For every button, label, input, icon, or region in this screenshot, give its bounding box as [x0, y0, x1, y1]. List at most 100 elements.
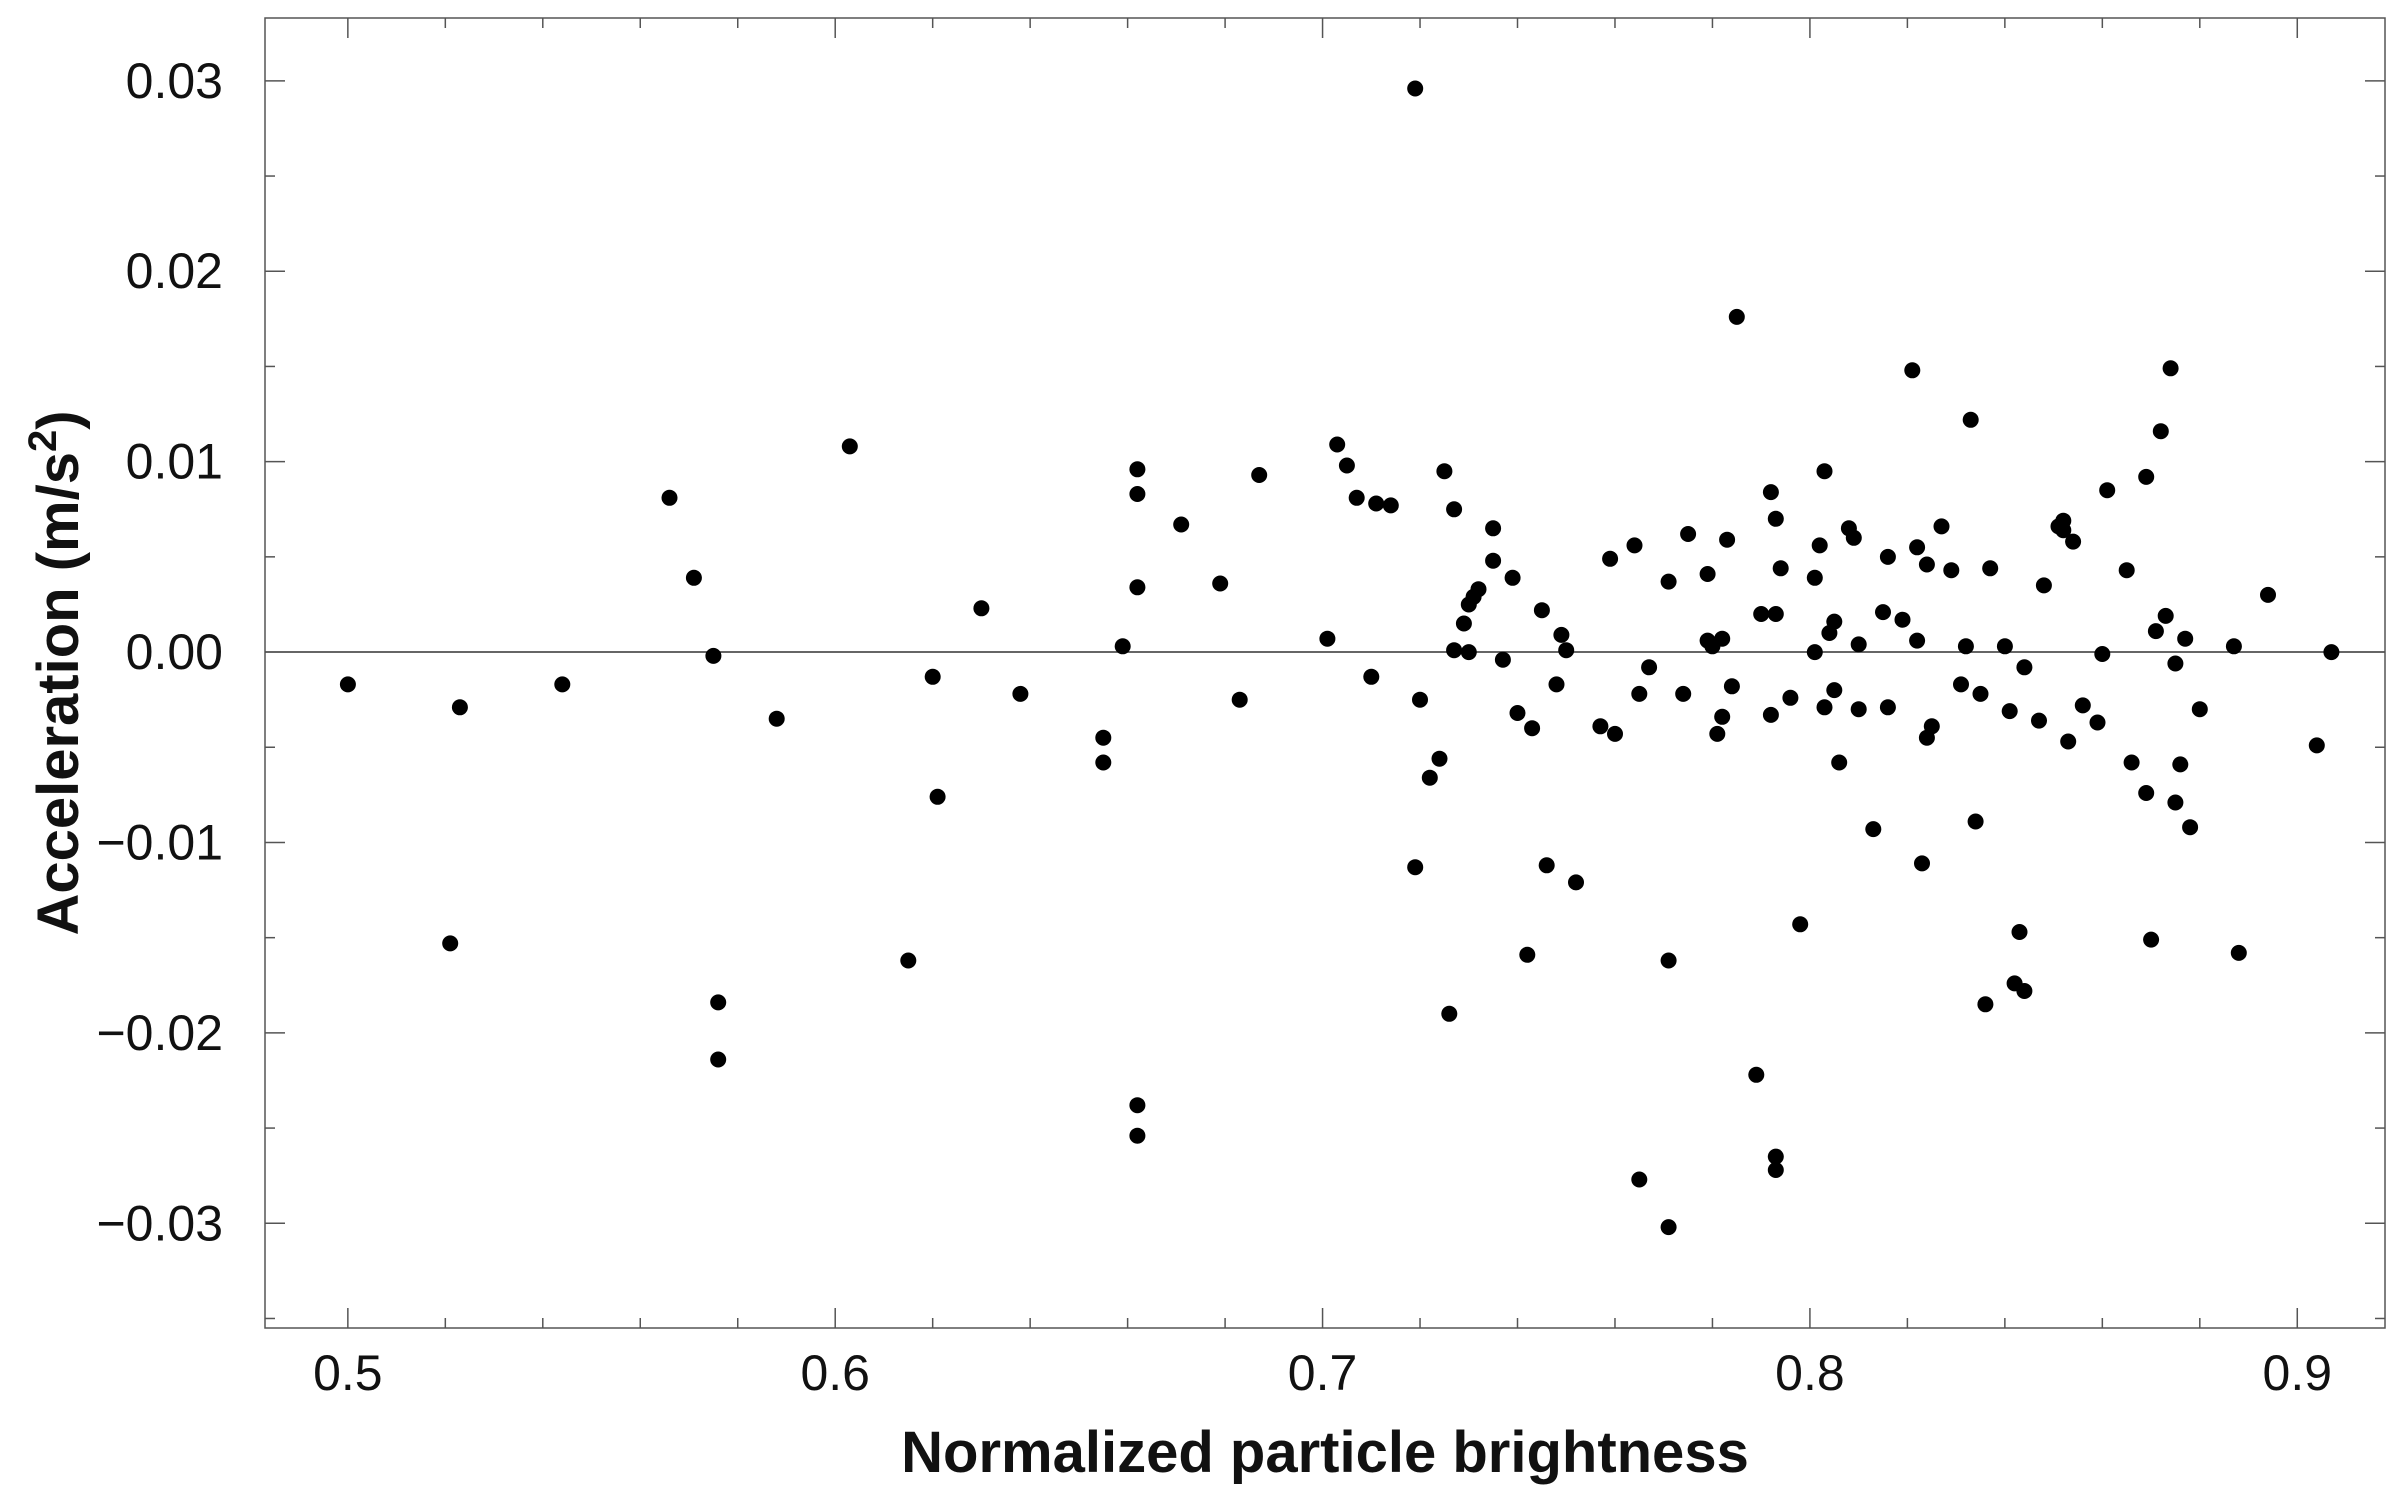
data-point: [1831, 754, 1848, 771]
data-point: [1923, 718, 1940, 735]
data-point: [2099, 482, 2116, 499]
data-point: [1675, 685, 1692, 702]
data-point: [1699, 566, 1716, 582]
data-point: [1382, 497, 1399, 514]
data-point: [1850, 636, 1867, 653]
data-point: [1455, 615, 1472, 632]
data-point: [2089, 714, 2106, 731]
data-point: [339, 676, 356, 693]
data-point: [1792, 916, 1809, 933]
plot-frame-group: [264, 17, 2386, 1329]
data-point: [710, 994, 727, 1011]
data-point: [1996, 638, 2013, 655]
tick-labels: 0.5 0.6 0.7 0.8 0.9 −0.03 −0.02 −0.01 0.00 0.01 0.…: [96, 53, 2332, 1401]
data-point: [1767, 1162, 1784, 1178]
axis-ticks: [265, 18, 2385, 1328]
data-point: [1914, 855, 1930, 872]
data-point: [1251, 467, 1268, 483]
data-point: [1957, 638, 1974, 655]
data-point: [2143, 931, 2160, 948]
data-point: [1548, 676, 1565, 693]
data-point: [2167, 794, 2184, 811]
y-tick-label: 0.02: [126, 243, 223, 299]
data-point: [1865, 821, 1882, 838]
y-tick-label: −0.01: [96, 814, 223, 870]
data-point: [1762, 484, 1779, 501]
data-points: [339, 80, 2340, 1236]
data-point: [2055, 512, 2072, 529]
data-point: [1806, 569, 1823, 586]
data-point: [1329, 436, 1346, 453]
data-point: [1728, 308, 1745, 325]
data-point: [2031, 712, 2047, 729]
data-point: [1129, 1097, 1146, 1114]
data-point: [1806, 644, 1823, 661]
data-point: [1602, 550, 1619, 567]
data-point: [2323, 644, 2340, 661]
data-point: [2001, 703, 2018, 720]
data-point: [1767, 606, 1784, 622]
data-point: [1558, 642, 1575, 659]
data-point: [1519, 946, 1536, 963]
data-point: [1431, 750, 1448, 767]
data-point: [1446, 501, 1463, 518]
data-point: [900, 952, 917, 969]
data-point: [2016, 983, 2033, 999]
data-point: [705, 647, 722, 664]
data-point: [1368, 495, 1385, 512]
data-point: [1460, 644, 1477, 661]
data-point: [1767, 1148, 1784, 1165]
data-point: [2074, 697, 2091, 714]
data-point: [2260, 586, 2276, 603]
data-point: [1338, 457, 1355, 474]
data-point: [1626, 537, 1643, 554]
data-point: [1129, 486, 1146, 502]
data-point: [2308, 737, 2325, 754]
data-point: [2060, 733, 2077, 750]
data-point: [1762, 706, 1779, 723]
data-point: [685, 569, 702, 586]
data-point: [1509, 705, 1526, 721]
x-tick-label: 0.6: [800, 1345, 870, 1401]
data-point: [1407, 80, 1424, 97]
data-point: [2152, 423, 2169, 440]
data-point: [1904, 362, 1921, 379]
data-point: [2138, 785, 2155, 801]
data-point: [1967, 813, 1984, 830]
data-point: [1767, 510, 1784, 527]
y-tick-label: 0.00: [126, 624, 223, 680]
data-point: [1538, 857, 1555, 874]
data-point: [768, 710, 785, 727]
data-point: [1660, 573, 1677, 590]
data-point: [1524, 720, 1541, 737]
data-point: [1173, 516, 1190, 533]
data-point: [1723, 678, 1740, 695]
y-axis-title-superscript: 2: [21, 430, 65, 452]
y-axis-title-main: Acceleration (m/s: [26, 452, 91, 936]
data-point: [2118, 562, 2135, 579]
data-point: [1875, 604, 1891, 621]
data-point: [1553, 626, 1570, 643]
data-point: [2138, 468, 2155, 485]
data-point: [1918, 556, 1935, 573]
data-point: [1826, 682, 1843, 699]
y-axis-title: Acceleration (m/s2): [21, 410, 91, 935]
data-point: [2123, 754, 2140, 771]
data-point: [1485, 520, 1502, 537]
data-point: [1660, 952, 1677, 969]
data-point: [1714, 708, 1731, 725]
data-point: [2172, 756, 2189, 773]
data-point: [2167, 655, 2184, 672]
data-point: [1363, 668, 1380, 685]
x-axis-title: Normalized particle brightness: [901, 1420, 1749, 1485]
data-point: [2011, 924, 2028, 940]
y-tick-label: 0.01: [126, 434, 223, 490]
data-point: [929, 788, 946, 805]
data-point: [1909, 632, 1926, 649]
data-point: [1709, 725, 1726, 742]
data-point: [1782, 689, 1799, 706]
data-point: [1753, 606, 1770, 622]
data-point: [442, 935, 459, 952]
x-tick-label: 0.5: [313, 1345, 383, 1401]
